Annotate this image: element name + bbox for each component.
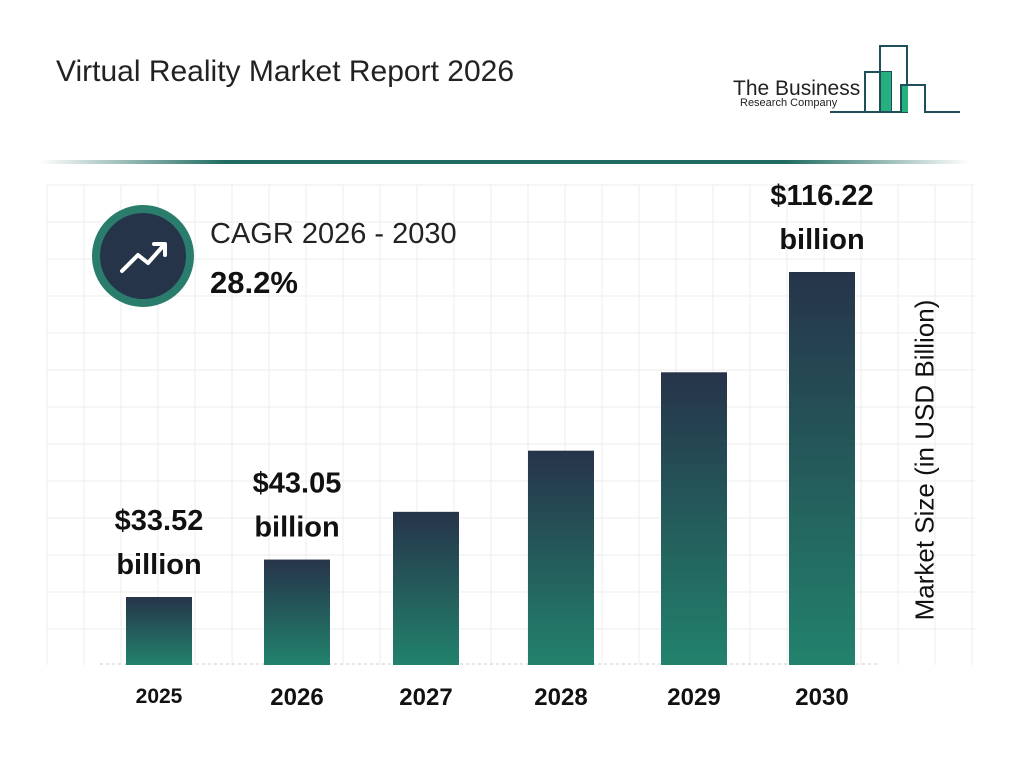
svg-text:The Business: The Business xyxy=(733,77,860,100)
header-divider xyxy=(40,160,970,164)
data-label: $43.05 xyxy=(253,468,342,500)
cagr-value: 28.2% xyxy=(210,265,298,300)
y-axis-label: Market Size (in USD Billion) xyxy=(909,299,940,621)
x-tick-label: 2025 xyxy=(136,685,183,708)
bar-2028 xyxy=(528,450,594,665)
cagr-label: CAGR 2026 - 2030 xyxy=(210,218,457,250)
x-tick-label: 2027 xyxy=(399,684,452,711)
svg-text:Research Company: Research Company xyxy=(740,97,838,109)
bar-2025 xyxy=(126,597,192,665)
x-tick-label: 2029 xyxy=(667,684,720,711)
data-label: $116.22 xyxy=(770,180,873,212)
company-logo: The Business Research Company xyxy=(733,45,960,113)
data-label: billion xyxy=(779,224,864,256)
data-label: $33.52 xyxy=(115,505,204,537)
trend-up-icon xyxy=(120,242,167,273)
bar-2027 xyxy=(393,511,459,665)
data-label: billion xyxy=(116,549,201,581)
cagr-badge xyxy=(92,205,194,307)
data-label: billion xyxy=(254,512,339,544)
bar-2030 xyxy=(789,272,855,665)
bar-2029 xyxy=(661,372,727,665)
bar-2026 xyxy=(264,559,330,665)
x-tick-label: 2026 xyxy=(270,684,323,711)
page-title: Virtual Reality Market Report 2026 xyxy=(56,55,514,88)
x-tick-label: 2030 xyxy=(795,684,848,711)
x-tick-label: 2028 xyxy=(534,684,587,711)
